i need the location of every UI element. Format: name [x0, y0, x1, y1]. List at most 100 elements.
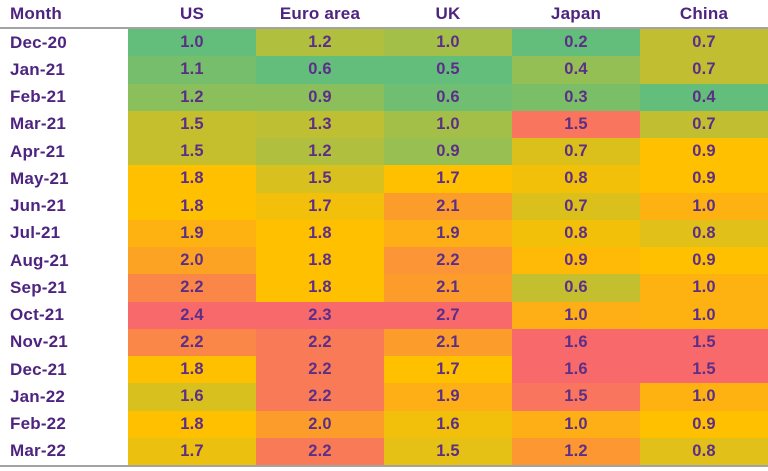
value-cell: 2.7	[384, 301, 512, 329]
value-cell: 2.2	[384, 247, 512, 275]
value-cell: 1.5	[512, 110, 640, 138]
value-cell: 2.2	[256, 437, 384, 465]
table-row: Dec-20 1.0 1.2 1.0 0.2 0.7	[0, 29, 768, 57]
value-cell: 2.3	[256, 301, 384, 329]
value-cell: 0.6	[384, 83, 512, 111]
value-cell: 0.7	[512, 138, 640, 166]
value-cell: 0.8	[512, 219, 640, 247]
value-cell: 1.2	[512, 437, 640, 465]
value-cell: 1.8	[256, 247, 384, 275]
value-cell: 2.1	[384, 328, 512, 356]
month-cell: Jan-21	[0, 56, 128, 84]
value-cell: 0.4	[640, 83, 768, 111]
value-cell: 1.6	[512, 328, 640, 356]
month-cell: Sep-21	[0, 274, 128, 302]
value-cell: 1.0	[640, 274, 768, 302]
table-row: Mar-22 1.7 2.2 1.5 1.2 0.8	[0, 437, 768, 465]
value-cell: 1.2	[256, 29, 384, 57]
table-row: Feb-21 1.2 0.9 0.6 0.3 0.4	[0, 83, 768, 111]
value-cell: 1.7	[128, 437, 256, 465]
value-cell: 0.8	[640, 219, 768, 247]
value-cell: 0.7	[640, 56, 768, 84]
table-row: Feb-22 1.8 2.0 1.6 1.0 0.9	[0, 410, 768, 438]
table-row: Mar-21 1.5 1.3 1.0 1.5 0.7	[0, 110, 768, 138]
table-row: Jan-22 1.6 2.2 1.9 1.5 1.0	[0, 383, 768, 411]
value-cell: 1.2	[256, 138, 384, 166]
value-cell: 1.8	[256, 219, 384, 247]
value-cell: 1.7	[384, 165, 512, 193]
column-header-euro-area: Euro area	[256, 0, 384, 27]
value-cell: 1.0	[384, 29, 512, 57]
table-row: May-21 1.8 1.5 1.7 0.8 0.9	[0, 165, 768, 193]
month-cell: Jun-21	[0, 192, 128, 220]
value-cell: 0.7	[640, 29, 768, 57]
table-row: Oct-21 2.4 2.3 2.7 1.0 1.0	[0, 301, 768, 329]
value-cell: 2.2	[128, 274, 256, 302]
value-cell: 1.5	[128, 110, 256, 138]
value-cell: 1.8	[128, 356, 256, 384]
column-header-us: US	[128, 0, 256, 27]
value-cell: 0.7	[640, 110, 768, 138]
value-cell: 0.9	[256, 83, 384, 111]
value-cell: 1.5	[384, 437, 512, 465]
column-header-japan: Japan	[512, 0, 640, 27]
value-cell: 1.6	[128, 383, 256, 411]
value-cell: 1.5	[512, 383, 640, 411]
value-cell: 2.4	[128, 301, 256, 329]
value-cell: 1.9	[128, 219, 256, 247]
month-cell: Feb-22	[0, 410, 128, 438]
month-cell: Jul-21	[0, 219, 128, 247]
value-cell: 1.6	[512, 356, 640, 384]
table-row: Nov-21 2.2 2.2 2.1 1.6 1.5	[0, 328, 768, 356]
month-cell: Apr-21	[0, 138, 128, 166]
table-row: Jun-21 1.8 1.7 2.1 0.7 1.0	[0, 192, 768, 220]
value-cell: 2.0	[256, 410, 384, 438]
table-row: Apr-21 1.5 1.2 0.9 0.7 0.9	[0, 138, 768, 166]
value-cell: 0.9	[640, 247, 768, 275]
value-cell: 1.0	[512, 301, 640, 329]
value-cell: 0.5	[384, 56, 512, 84]
value-cell: 0.9	[384, 138, 512, 166]
table-row: Dec-21 1.8 2.2 1.7 1.6 1.5	[0, 356, 768, 384]
table-row: Aug-21 2.0 1.8 2.2 0.9 0.9	[0, 247, 768, 275]
table-row: Jan-21 1.1 0.6 0.5 0.4 0.7	[0, 56, 768, 84]
value-cell: 1.8	[256, 274, 384, 302]
value-cell: 1.5	[256, 165, 384, 193]
value-cell: 1.7	[384, 356, 512, 384]
value-cell: 1.8	[128, 192, 256, 220]
column-header-month: Month	[0, 0, 128, 27]
value-cell: 2.2	[256, 383, 384, 411]
value-cell: 0.7	[512, 192, 640, 220]
value-cell: 2.0	[128, 247, 256, 275]
value-cell: 0.9	[640, 165, 768, 193]
value-cell: 1.0	[640, 192, 768, 220]
value-cell: 0.9	[640, 410, 768, 438]
column-header-china: China	[640, 0, 768, 27]
value-cell: 2.2	[256, 328, 384, 356]
value-cell: 2.1	[384, 192, 512, 220]
value-cell: 1.0	[384, 110, 512, 138]
table-header-row: Month US Euro area UK Japan China	[0, 0, 768, 29]
value-cell: 0.8	[640, 437, 768, 465]
value-cell: 2.2	[256, 356, 384, 384]
month-cell: Aug-21	[0, 247, 128, 275]
month-cell: Jan-22	[0, 383, 128, 411]
value-cell: 1.5	[128, 138, 256, 166]
month-cell: Mar-22	[0, 437, 128, 465]
month-cell: Nov-21	[0, 328, 128, 356]
value-cell: 1.5	[640, 328, 768, 356]
value-cell: 0.2	[512, 29, 640, 57]
value-cell: 0.3	[512, 83, 640, 111]
table-row: Sep-21 2.2 1.8 2.1 0.6 1.0	[0, 274, 768, 302]
value-cell: 0.6	[512, 274, 640, 302]
table-row: Jul-21 1.9 1.8 1.9 0.8 0.8	[0, 219, 768, 247]
value-cell: 1.7	[256, 192, 384, 220]
value-cell: 1.0	[640, 301, 768, 329]
value-cell: 1.0	[512, 410, 640, 438]
value-cell: 1.8	[128, 165, 256, 193]
month-cell: Mar-21	[0, 110, 128, 138]
value-cell: 1.6	[384, 410, 512, 438]
value-cell: 2.1	[384, 274, 512, 302]
value-cell: 1.2	[128, 83, 256, 111]
